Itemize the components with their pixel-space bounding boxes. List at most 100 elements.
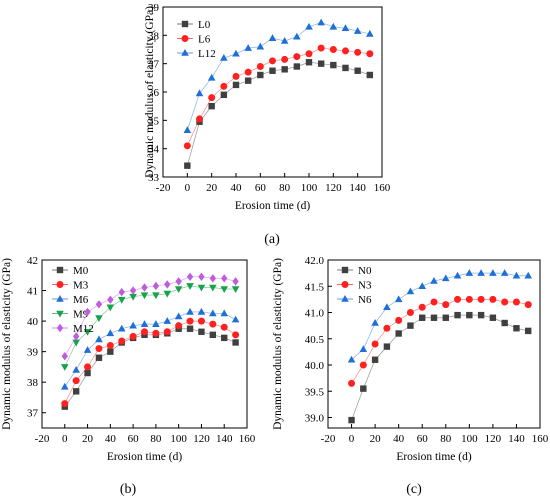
y-tick-label: 40.5 [305,334,325,346]
data-point-m3 [141,328,148,336]
data-point-m0 [186,325,194,332]
legend-marker [341,281,349,288]
data-point-l0 [305,59,313,66]
data-point-m6 [60,382,69,390]
series-line-l12 [187,22,370,131]
data-point-l6 [244,68,252,76]
data-point-n0 [430,314,438,321]
series-line-l6 [187,47,370,146]
data-point-m9 [174,286,183,294]
data-point-m12 [175,277,182,286]
data-point-l6 [269,57,276,65]
data-point-m6 [83,346,92,353]
y-tick-label: 42.0 [305,255,325,267]
y-axis-title: Dynamic modulus of elasticity (GPa) [272,258,284,430]
data-point-l0 [220,91,228,99]
data-point-m12 [141,283,148,292]
legend-marker [56,281,64,288]
x-tick-label: 60 [128,433,140,445]
data-point-l0 [208,102,215,110]
data-point-l0 [281,66,288,73]
data-point-m6 [106,329,115,337]
data-point-l6 [305,50,313,58]
data-point-m3 [118,337,126,345]
plot-frame [41,259,248,429]
data-point-l6 [183,142,191,150]
data-point-m3 [72,377,80,385]
x-tick-label: -20 [156,182,171,194]
legend-marker [181,35,189,42]
x-tick-label: 0 [185,182,191,194]
legend-marker [341,266,349,274]
x-tick-label: 80 [440,433,452,445]
data-point-n0 [466,311,473,319]
data-point-m6 [95,335,103,343]
data-point-l6 [317,44,325,52]
data-point-m6 [152,320,160,327]
x-tick-label: 120 [325,182,342,194]
x-axis-title: Erosion time (d) [396,451,472,463]
x-tick-label: 20 [370,433,382,445]
data-point-n3 [501,298,509,306]
data-point-n0 [442,314,449,321]
data-point-n0 [407,322,414,329]
data-point-n6 [347,355,356,363]
data-point-m9 [117,296,126,304]
y-tick-label: 37 [148,59,160,71]
data-point-m0 [84,369,91,377]
y-tick-label: 37 [27,408,39,420]
y-tick-label: 33 [148,172,160,184]
series-line-m12 [64,276,236,357]
y-axis-title: Dynamic modulus of elasticity (GPa) [1,258,13,430]
data-point-n3 [489,295,497,303]
data-point-l0 [184,162,191,169]
x-tick-label: 160 [374,182,391,194]
data-point-n0 [513,325,520,332]
data-point-l0 [317,60,325,67]
data-point-l12 [280,37,289,44]
data-point-n6 [524,271,533,279]
y-tick-label: 38 [148,30,160,42]
x-tick-label: 40 [231,182,243,194]
data-point-l0 [293,63,301,70]
data-point-l12 [232,49,240,57]
data-point-m3 [197,317,205,325]
data-point-n6 [477,269,485,276]
data-point-m6 [197,307,206,315]
data-point-n0 [348,416,355,424]
data-point-m9 [197,284,206,292]
data-point-l0 [232,81,240,89]
data-point-n3 [406,309,414,316]
x-axis-title: Erosion time (d) [107,451,183,463]
data-point-m3 [61,400,69,408]
x-tick-label: 140 [508,433,525,445]
y-tick-label: 38 [27,377,39,389]
data-point-n6 [489,269,497,276]
data-point-m6 [129,321,137,329]
data-point-m12 [186,272,194,281]
series-line-n6 [351,272,529,361]
y-tick-label: 41.5 [305,281,325,293]
data-point-l6 [366,50,374,58]
x-tick-label: 160 [532,433,549,445]
data-point-m9 [186,283,194,290]
data-point-n6 [406,287,415,295]
data-point-m0 [209,331,217,339]
x-tick-label: 120 [193,433,210,445]
x-tick-label: 60 [255,182,267,194]
data-point-m12 [118,287,125,297]
legend-label-l6: L6 [198,34,211,46]
data-point-l12 [220,54,228,61]
y-axis-title: Dynamic modulus of elasticity (GPa) [144,6,156,178]
data-point-l12 [366,29,374,37]
data-point-m0 [95,354,103,361]
x-tick-label: 40 [393,433,405,445]
series-line-m0 [64,328,236,407]
data-point-n3 [454,295,462,303]
x-tick-label: 40 [105,433,117,445]
x-tick-label: 80 [150,433,162,445]
x-axis-title: Erosion time (d) [235,200,311,212]
data-point-m12 [129,286,137,295]
data-point-m9 [140,292,149,300]
data-point-m3 [220,323,228,331]
